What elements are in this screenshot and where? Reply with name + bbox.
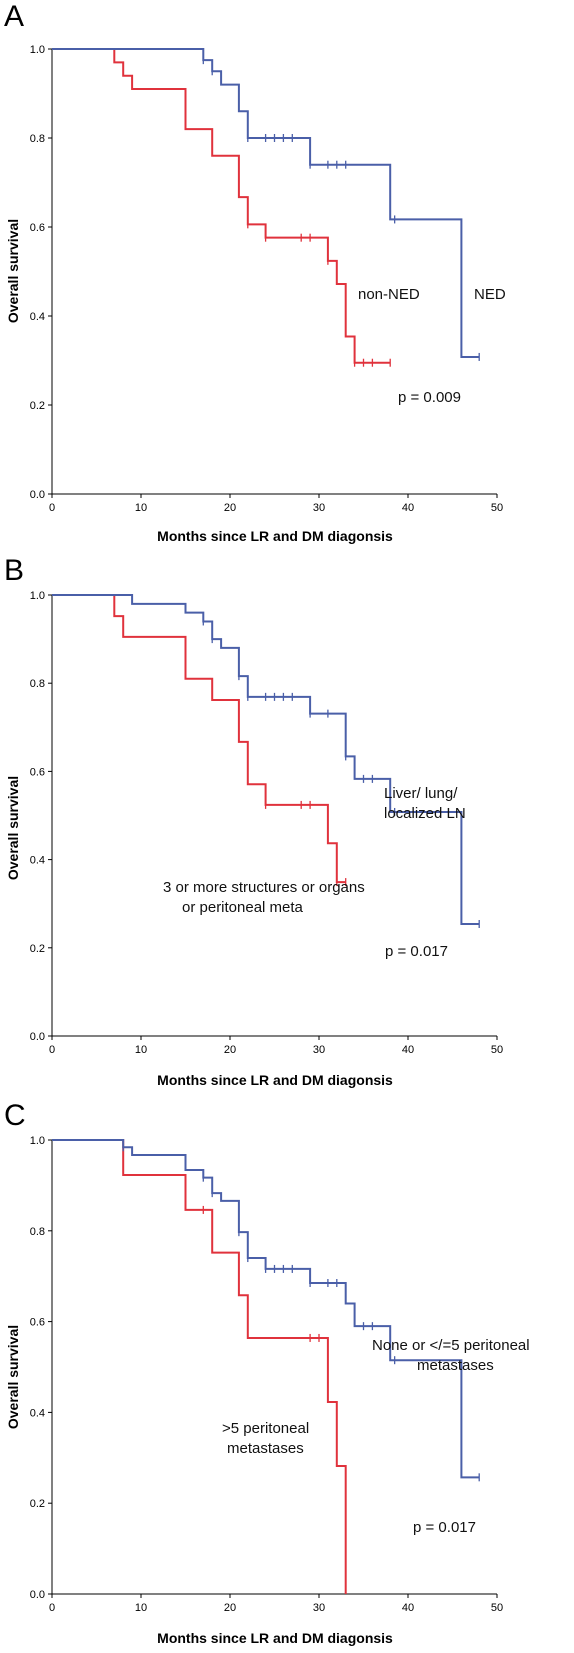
y-tick-label: 0.2: [30, 1498, 45, 1510]
x-tick-label: 20: [224, 1044, 236, 1056]
plot-area: [52, 48, 480, 367]
x-tick-label: 0: [49, 1602, 55, 1614]
x-tick-label: 50: [491, 502, 503, 514]
y-tick-label: 0.0: [30, 1589, 45, 1601]
annotation-non-ned: non-NED: [358, 286, 420, 303]
y-tick-label: 0.0: [30, 489, 45, 501]
y-tick-label: 0.6: [30, 1317, 45, 1329]
annotation-gt5-peritoneal: >5 peritoneal: [222, 1420, 309, 1437]
x-tick-label: 30: [313, 1044, 325, 1056]
y-tick-label: 0.2: [30, 400, 45, 412]
panel-label: B: [4, 554, 24, 587]
x-tick-label: 0: [49, 1044, 55, 1056]
x-tick-label: 40: [402, 502, 414, 514]
panel-b: B 0 10 20 30 40 50 0.0 0.2 0.4 0.6 0.8 1.0 Overall …: [4, 554, 503, 1088]
y-tick-label: 0.4: [30, 855, 45, 867]
annotation-metastases-red: metastases: [227, 1440, 304, 1457]
y-axis-title: Overall survival: [5, 1325, 21, 1429]
survival-curve-none-or-5-peritoneal-metastases: [52, 1139, 480, 1479]
plot-area: [52, 1139, 480, 1594]
x-tick-label: 30: [313, 502, 325, 514]
y-tick-label: 0.6: [30, 222, 45, 234]
x-tick-label: 50: [491, 1044, 503, 1056]
y-tick-label: 0.0: [30, 1031, 45, 1043]
annotation-peritoneal-meta: or peritoneal meta: [182, 899, 304, 916]
annotation-localized-ln: localized LN: [384, 805, 466, 822]
survival-curve-non-ned: [52, 48, 391, 364]
y-tick-label: 0.2: [30, 943, 45, 955]
y-tick-label: 1.0: [30, 44, 45, 56]
y-tick-label: 0.8: [30, 1226, 45, 1238]
annotation-p-value: p = 0.009: [398, 389, 461, 406]
x-axis-title: Months since LR and DM diagonsis: [157, 1630, 393, 1646]
annotation-liver-lung: Liver/ lung/: [384, 785, 458, 802]
y-tick-label: 1.0: [30, 1135, 45, 1147]
axes: 0 10 20 30 40 50 0.0 0.2 0.4 0.6 0.8 1.0: [30, 590, 503, 1056]
y-tick-label: 0.8: [30, 133, 45, 145]
panel-c: C 0 10 20 30 40 50 0.0 0.2 0.4 0.6 0.8 1.0 Overall …: [4, 1099, 530, 1646]
y-axis-title: Overall survival: [5, 776, 21, 880]
x-tick-label: 20: [224, 1602, 236, 1614]
x-tick-label: 50: [491, 1602, 503, 1614]
y-tick-label: 0.4: [30, 1407, 45, 1419]
x-axis-title: Months since LR and DM diagonsis: [157, 528, 393, 544]
panel-label: A: [4, 0, 24, 33]
x-tick-label: 10: [135, 1602, 147, 1614]
x-tick-label: 30: [313, 1602, 325, 1614]
annotation-metastases-blue: metastases: [417, 1357, 494, 1374]
axes: 0 10 20 30 40 50 0.0 0.2 0.4 0.6 0.8 1.0: [30, 44, 503, 514]
panel-a: A 0 10 20 30 40 50 0.0 0.2 0.4 0.6 0.8 1.0 Overall …: [4, 0, 506, 544]
annotation-none-or-le5: None or </=5 peritoneal: [372, 1337, 530, 1354]
survival-curve-3-or-more-structures-or-organs-or-peritoneal-meta: [52, 594, 346, 884]
annotation-p-value: p = 0.017: [413, 1519, 476, 1536]
y-axis-title: Overall survival: [5, 219, 21, 323]
y-tick-label: 0.8: [30, 678, 45, 690]
x-tick-label: 10: [135, 502, 147, 514]
panel-label: C: [4, 1099, 26, 1132]
survival-curve-ned: [52, 48, 480, 358]
plot-area: [52, 594, 480, 928]
x-tick-label: 40: [402, 1044, 414, 1056]
y-tick-label: 0.4: [30, 311, 45, 323]
x-tick-label: 10: [135, 1044, 147, 1056]
annotation-ned: NED: [474, 286, 506, 303]
survival-curve-liver-lung-localized-ln: [52, 594, 480, 925]
survival-curve-5-peritoneal-metastases: [52, 1139, 347, 1594]
annotation-p-value: p = 0.017: [385, 943, 448, 960]
x-tick-label: 0: [49, 502, 55, 514]
x-axis-title: Months since LR and DM diagonsis: [157, 1072, 393, 1088]
annotation-three-or-more: 3 or more structures or organs: [163, 879, 365, 896]
x-tick-label: 20: [224, 502, 236, 514]
x-tick-label: 40: [402, 1602, 414, 1614]
y-tick-label: 1.0: [30, 590, 45, 602]
axes: 0 10 20 30 40 50 0.0 0.2 0.4 0.6 0.8 1.0: [30, 1135, 503, 1614]
y-tick-label: 0.6: [30, 766, 45, 778]
